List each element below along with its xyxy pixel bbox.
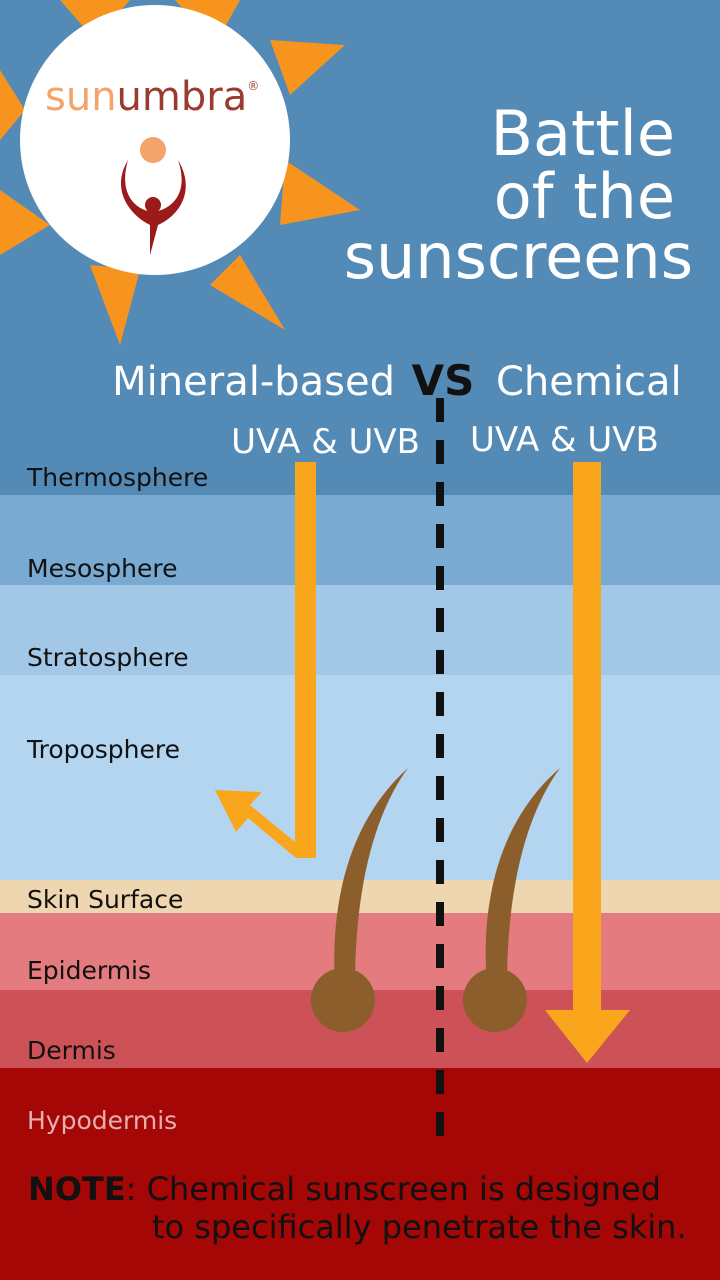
logo: sunumbra®	[0, 0, 360, 345]
layer-label: Troposphere	[26, 735, 180, 764]
logo-head	[140, 137, 166, 163]
vs-label: VS	[412, 356, 475, 405]
note-label: NOTE	[28, 1170, 126, 1208]
right-heading: Chemical	[496, 359, 682, 405]
left-heading: Mineral-based	[112, 359, 395, 405]
layer-label: Mesosphere	[27, 554, 178, 583]
hairs	[311, 768, 560, 1032]
arrow-shaft	[573, 462, 601, 1012]
sun-ray	[210, 255, 285, 330]
note-text: : Chemical sunscreen is designed	[126, 1170, 661, 1208]
sun-ray	[280, 160, 360, 225]
hair-bulb	[311, 968, 375, 1032]
sun-ray	[0, 190, 50, 255]
arrows	[215, 462, 630, 1063]
title-line: of the	[494, 160, 675, 233]
layer-label: Thermosphere	[26, 463, 208, 492]
hair-bulb	[463, 968, 527, 1032]
layer-labels: Thermosphere Mesosphere Stratosphere Tro…	[26, 463, 208, 1135]
layer-label: Hypodermis	[27, 1106, 177, 1135]
logo-text: sunumbra®	[45, 74, 259, 120]
arrow-head	[545, 1010, 630, 1063]
layer-label: Stratosphere	[27, 643, 189, 672]
layer-label: Skin Surface	[27, 885, 183, 914]
logo-figure	[120, 160, 186, 255]
reflected-arrow	[215, 462, 316, 858]
note-line-2: to specifically penetrate the skin.	[152, 1208, 687, 1246]
title-line: Battle	[490, 97, 675, 170]
layer-label: Epidermis	[27, 956, 151, 985]
right-rays: UVA & UVB	[470, 420, 659, 460]
title-line: sunscreens	[344, 220, 693, 293]
band-hypodermis	[0, 1068, 720, 1280]
left-rays: UVA & UVB	[231, 422, 420, 462]
logo-mark: ®	[247, 79, 259, 93]
sun-ray	[0, 70, 25, 140]
sun-ray	[270, 40, 345, 95]
layer-label: Dermis	[27, 1036, 116, 1065]
logo-umbra: umbra	[117, 74, 248, 120]
hair	[334, 768, 408, 985]
logo-figure-head	[145, 197, 161, 213]
note-line-1: NOTE: Chemical sunscreen is designed	[28, 1170, 661, 1208]
sun-ray	[90, 265, 140, 345]
hair	[485, 768, 560, 985]
title: Battle of the sunscreens	[344, 97, 693, 293]
logo-sun: sun	[45, 74, 117, 120]
